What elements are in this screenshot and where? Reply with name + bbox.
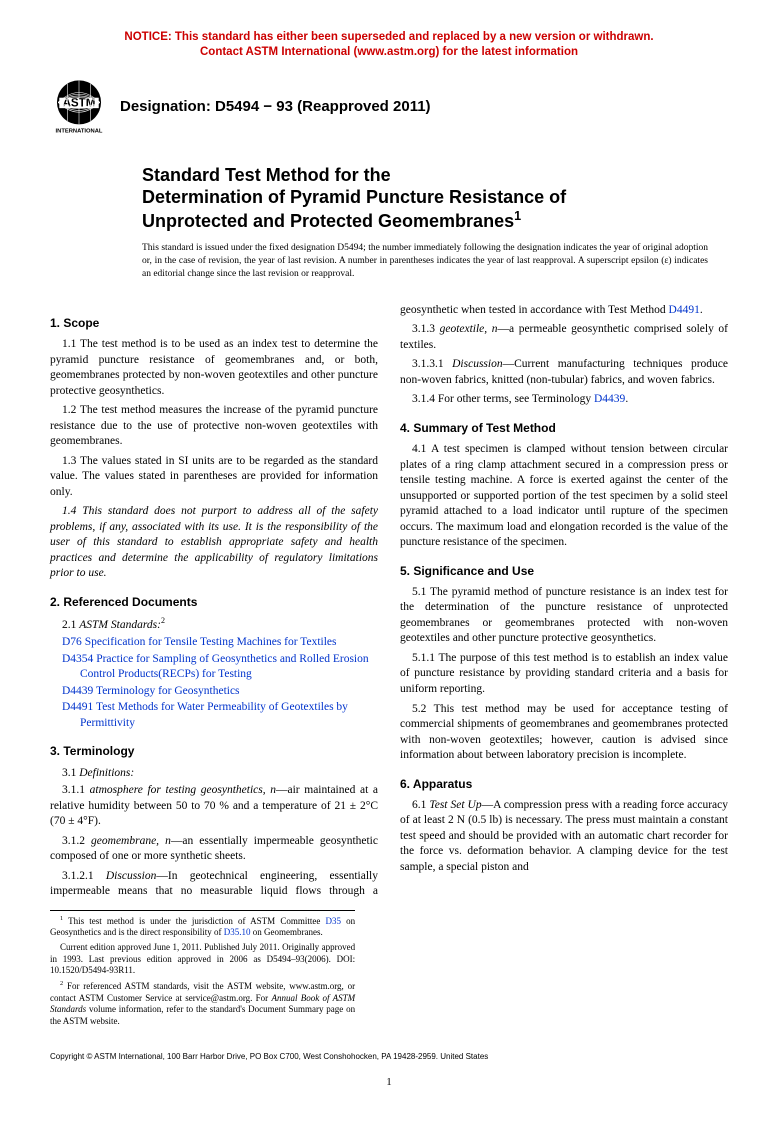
notice-line2: Contact ASTM International (www.astm.org… bbox=[200, 46, 578, 58]
ref-link[interactable]: D4491 bbox=[62, 701, 93, 713]
refs-sub: 2.1 ASTM Standards:2 bbox=[62, 616, 378, 633]
scope-p2: 1.2 The test method measures the increas… bbox=[50, 403, 378, 450]
footnote-2: 2 For referenced ASTM standards, visit t… bbox=[50, 980, 355, 1028]
term-3131: 3.1.3.1 Discussion—Current manufacturing… bbox=[400, 357, 728, 388]
summary-head: 4. Summary of Test Method bbox=[400, 420, 728, 436]
ref-link[interactable]: D4354 bbox=[62, 653, 93, 665]
ref-link[interactable]: D4491 bbox=[669, 304, 700, 316]
title-line3: Unprotected and Protected Geomembranes bbox=[142, 211, 514, 231]
issuance-note: This standard is issued under the fixed … bbox=[142, 242, 708, 280]
ref-link[interactable]: D76 bbox=[62, 636, 82, 648]
sig-head: 5. Significance and Use bbox=[400, 563, 728, 579]
scope-p1: 1.1 The test method is to be used as an … bbox=[50, 337, 378, 399]
ref-item: D76 Specification for Tensile Testing Ma… bbox=[80, 635, 378, 651]
term-head: 3. Terminology bbox=[50, 743, 378, 759]
term-313: 3.1.3 geotextile, n—a permeable geosynth… bbox=[400, 322, 728, 353]
header-row: ASTM INTERNATIONAL Designation: D5494 − … bbox=[50, 78, 728, 136]
footnote-1: 1 This test method is under the jurisdic… bbox=[50, 915, 355, 939]
term-defs: 3.1 Definitions: bbox=[62, 766, 378, 782]
notice-banner: NOTICE: This standard has either been su… bbox=[50, 30, 728, 60]
footnote-1b: Current edition approved June 1, 2011. P… bbox=[50, 942, 355, 977]
astm-logo: ASTM INTERNATIONAL bbox=[50, 78, 108, 136]
ref-item: D4354 Practice for Sampling of Geosynthe… bbox=[80, 652, 378, 683]
ref-item: D4491 Test Methods for Water Permeabilit… bbox=[80, 700, 378, 731]
footnotes: 1 This test method is under the jurisdic… bbox=[50, 910, 355, 1028]
document-title: Standard Test Method for the Determinati… bbox=[142, 164, 688, 233]
term-314: 3.1.4 For other terms, see Terminology D… bbox=[400, 392, 728, 408]
scope-head: 1. Scope bbox=[50, 315, 378, 331]
ref-item: D4439 Terminology for Geosynthetics bbox=[80, 684, 378, 700]
designation: Designation: D5494 − 93 (Reapproved 2011… bbox=[120, 97, 431, 117]
sig-p11: 5.1.1 The purpose of this test method is… bbox=[400, 651, 728, 698]
sig-p2: 5.2 This test method may be used for acc… bbox=[400, 702, 728, 764]
refs-head: 2. Referenced Documents bbox=[50, 594, 378, 610]
copyright: Copyright © ASTM International, 100 Barr… bbox=[50, 1052, 728, 1063]
ref-link[interactable]: D35 bbox=[325, 916, 341, 926]
summary-p1: 4.1 A test specimen is clamped without t… bbox=[400, 442, 728, 551]
body-columns: 1. Scope 1.1 The test method is to be us… bbox=[50, 303, 728, 900]
term-311: 3.1.1 atmosphere for testing geosyntheti… bbox=[50, 783, 378, 830]
svg-text:INTERNATIONAL: INTERNATIONAL bbox=[56, 128, 103, 134]
title-line1: Standard Test Method for the bbox=[142, 165, 391, 185]
ref-link[interactable]: D35.10 bbox=[224, 927, 251, 937]
title-line2: Determination of Pyramid Puncture Resist… bbox=[142, 187, 566, 207]
scope-p3: 1.3 The values stated in SI units are to… bbox=[50, 454, 378, 501]
title-sup: 1 bbox=[514, 209, 521, 223]
app-p1: 6.1 Test Set Up—A compression press with… bbox=[400, 798, 728, 876]
scope-p4: 1.4 This standard does not purport to ad… bbox=[50, 504, 378, 582]
notice-line1: NOTICE: This standard has either been su… bbox=[124, 31, 653, 43]
page-number: 1 bbox=[50, 1075, 728, 1090]
sig-p1: 5.1 The pyramid method of puncture resis… bbox=[400, 585, 728, 647]
term-312: 3.1.2 geomembrane, n—an essentially impe… bbox=[50, 834, 378, 865]
ref-link[interactable]: D4439 bbox=[594, 393, 625, 405]
title-block: Standard Test Method for the Determinati… bbox=[142, 164, 688, 233]
app-head: 6. Apparatus bbox=[400, 776, 728, 792]
ref-link[interactable]: D4439 bbox=[62, 685, 93, 697]
